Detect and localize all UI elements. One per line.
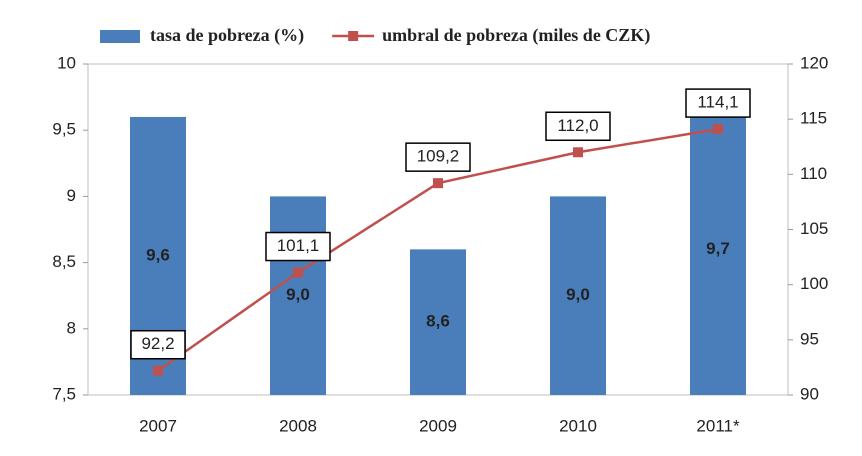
- label-box: [265, 231, 331, 262]
- y-tick-label: 9: [67, 186, 76, 205]
- bar-value-label: 9,0: [566, 285, 590, 304]
- x-tick-label: 2009: [419, 416, 457, 435]
- label-box: [545, 111, 611, 142]
- bar: [550, 196, 606, 395]
- label-box: [405, 142, 471, 172]
- y-tick-label: 8: [67, 318, 76, 337]
- bar: [690, 103, 746, 395]
- line-value-label: 109,2: [417, 147, 460, 166]
- legend-label: tasa de pobreza (%): [150, 25, 304, 46]
- x-tick-label: 2011*: [696, 416, 740, 435]
- y2-tick-label: 115: [800, 109, 827, 128]
- x-tick-label: 2008: [279, 416, 317, 435]
- legend-label: umbral de pobreza (miles de CZK): [382, 25, 650, 46]
- y2-tick-label: 105: [800, 219, 828, 238]
- line-marker: [573, 147, 583, 158]
- legend-marker: [348, 31, 359, 41]
- bar-value-label: 9,6: [146, 245, 170, 264]
- y-tick-label: 10: [57, 53, 76, 72]
- line-value-label: 92,2: [141, 334, 174, 353]
- bar: [270, 196, 326, 395]
- y-tick-label: 9,5: [52, 120, 76, 139]
- bar-value-label: 8,6: [426, 312, 450, 331]
- y2-tick-label: 95: [800, 329, 819, 348]
- line-value-label: 112,0: [557, 116, 598, 135]
- line-value-label: 101,1: [277, 236, 320, 255]
- y2-tick-label: 110: [800, 164, 827, 183]
- line-value-label: 114,1: [697, 93, 738, 112]
- bar: [410, 249, 466, 395]
- y2-tick-label: 100: [800, 274, 828, 293]
- x-tick-label: 2007: [139, 416, 177, 435]
- line-marker: [433, 178, 443, 189]
- bar-value-label: 9,0: [286, 285, 310, 304]
- line-marker: [713, 124, 723, 135]
- x-tick-label: 2010: [559, 416, 597, 435]
- y-tick-label: 7,5: [52, 384, 76, 403]
- label-box: [130, 329, 186, 360]
- line-marker: [293, 267, 303, 278]
- y2-tick-label: 90: [800, 384, 819, 403]
- legend-swatch: [100, 30, 140, 43]
- bar-value-label: 9,7: [706, 239, 730, 258]
- label-box: [685, 88, 751, 118]
- y2-tick-label: 120: [800, 53, 828, 72]
- line-marker: [153, 365, 163, 376]
- y-tick-label: 8,5: [52, 252, 76, 271]
